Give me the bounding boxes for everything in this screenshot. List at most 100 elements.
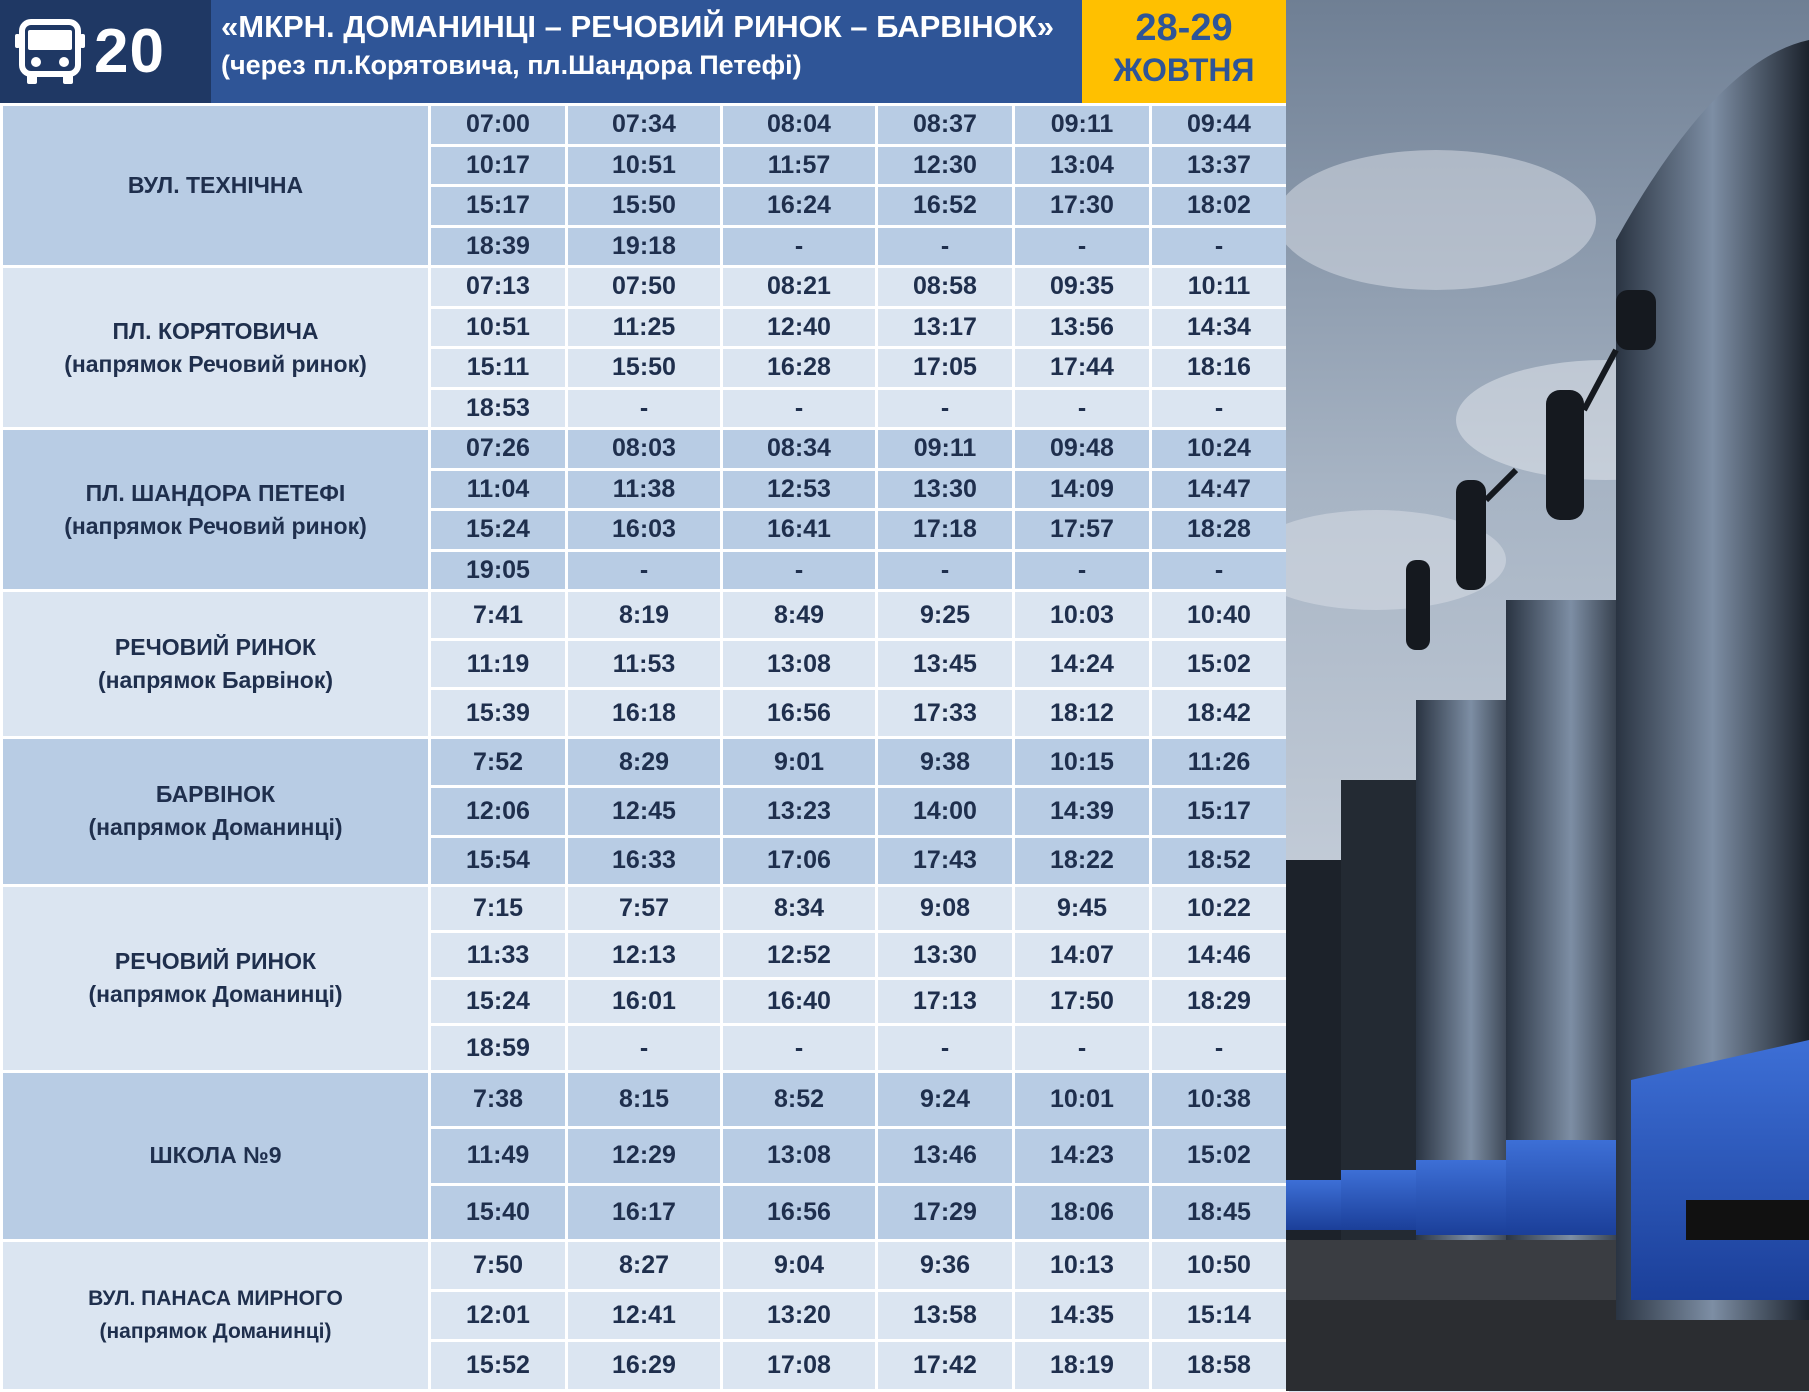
table-row: 19:05- - - - - (2, 548, 1289, 592)
departure-time: 18:22 (1012, 834, 1152, 887)
departure-time: - (1149, 386, 1289, 430)
departure-time: 18:59 (428, 1023, 568, 1073)
table-row: 11:19 11:53 13:08 13:45 14:24 15:02 (2, 638, 1289, 690)
departure-time: - (565, 386, 723, 430)
table-row: ПЛ. КОРЯТОВИЧА (напрямок Речовий ринок) 07… (0, 265, 1289, 430)
departure-time: 15:54 (428, 834, 568, 887)
table-row: РЕЧОВИЙ РИНОК (напрямок Доманинці) 7:15 7:5… (0, 883, 1289, 1073)
departure-time: 9:36 (875, 1238, 1015, 1292)
departure-time: - (720, 224, 878, 268)
departure-time: 09:35 (1012, 265, 1152, 309)
departure-time: 17:05 (875, 346, 1015, 390)
departure-time: 15:02 (1149, 638, 1289, 690)
departure-time: 16:41 (720, 508, 878, 552)
departure-time: 08:34 (720, 427, 878, 471)
departure-time: 10:22 (1149, 884, 1289, 934)
departure-time: 16:18 (565, 687, 723, 739)
table-row: 15:52 16:29 17:08 17:42 18:19 18:58 (2, 1338, 1289, 1392)
departure-time: 7:52 (428, 735, 568, 789)
departure-time: 11:26 (1149, 735, 1289, 789)
departure-time: 16:03 (565, 508, 723, 552)
departure-time: 18:52 (1149, 834, 1289, 887)
departure-time: 15:11 (428, 346, 568, 390)
stop-direction: (напрямок Доманинці) (99, 1320, 332, 1344)
departure-time: 14:34 (1149, 305, 1289, 349)
departure-time: 14:39 (1012, 785, 1152, 838)
departure-time: 14:24 (1012, 638, 1152, 690)
departure-time: 9:38 (875, 735, 1015, 789)
table-row: 18:53- - - - - (2, 386, 1289, 430)
departure-time: 7:50 (428, 1238, 568, 1292)
departure-time: 08:37 (875, 103, 1015, 147)
departure-time: 18:45 (1149, 1182, 1289, 1242)
departure-time: 18:19 (1012, 1338, 1152, 1392)
stop-direction: (напрямок Доманинці) (88, 814, 343, 841)
departure-time: 9:01 (720, 735, 878, 789)
stop-name: ШКОЛА №9 (149, 1142, 282, 1169)
departure-time: - (1149, 548, 1289, 592)
departure-time: 15:39 (428, 687, 568, 739)
departure-time: - (875, 224, 1015, 268)
departure-time: 10:15 (1012, 735, 1152, 789)
table-row: 11:33 12:13 12:52 13:30 14:07 14:46 (2, 930, 1289, 980)
departure-time: 12:40 (720, 305, 878, 349)
departure-time: - (1149, 224, 1289, 268)
departure-time: 19:18 (565, 224, 723, 268)
departure-time: 10:51 (565, 143, 723, 187)
departure-time: 18:16 (1149, 346, 1289, 390)
stop-name: РЕЧОВИЙ РИНОК (114, 634, 317, 660)
table-row: ВУЛ. ТЕХНІЧНА 07:00 07:34 08:04 08:37 09:11 09… (0, 103, 1289, 268)
table-row: 10:17 10:51 11:57 12:30 13:04 13:37 (2, 143, 1289, 187)
departure-time: 12:52 (720, 930, 878, 980)
stop-name: ПЛ. ШАНДОРА ПЕТЕФІ (85, 479, 346, 506)
departure-time: 7:15 (428, 884, 568, 934)
departure-time: 15:52 (428, 1338, 568, 1392)
table-row: 18:59- - - - - (2, 1023, 1289, 1073)
departure-time: - (1012, 1023, 1152, 1073)
departure-time: 13:08 (720, 1126, 878, 1186)
departure-time: 12:13 (565, 930, 723, 980)
bus-icon (15, 18, 85, 84)
departure-time: 14:46 (1149, 930, 1289, 980)
route-number: 20 (94, 17, 165, 86)
departure-time: 18:42 (1149, 687, 1289, 739)
stop-name-cell: РЕЧОВИЙ РИНОК (напрямок Барвінок) (0, 589, 431, 739)
departure-time: 18:53 (428, 386, 568, 430)
departure-time: 15:17 (428, 184, 568, 228)
departure-time: 11:49 (428, 1126, 568, 1186)
departure-time: 8:19 (565, 589, 723, 641)
departure-time: 16:33 (565, 834, 723, 887)
departure-time: - (720, 386, 878, 430)
departure-time: 18:28 (1149, 508, 1289, 552)
departure-time: 10:11 (1149, 265, 1289, 309)
departure-time: 14:09 (1012, 467, 1152, 511)
departure-time: 17:43 (875, 834, 1015, 887)
departure-time: 7:57 (565, 884, 723, 934)
departure-time: 13:23 (720, 785, 878, 838)
departure-time: 11:38 (565, 467, 723, 511)
departure-time: 14:23 (1012, 1126, 1152, 1186)
departure-time: 08:04 (720, 103, 878, 147)
departure-time: 15:50 (565, 346, 723, 390)
departure-time: 10:40 (1149, 589, 1289, 641)
departure-time: 09:11 (875, 427, 1015, 471)
departure-time: 11:57 (720, 143, 878, 187)
table-row: 18:39 19:18- - - - (2, 224, 1289, 268)
buses-photo-image (1286, 0, 1809, 1391)
departure-time: 16:56 (720, 687, 878, 739)
table-row: ШКОЛА №9 7:38 8:15 8:52 9:24 10:01 10:38 (0, 1069, 1289, 1242)
table-row: 15:54 16:33 17:06 17:43 18:22 18:52 (2, 834, 1289, 887)
departure-time: 11:19 (428, 638, 568, 690)
departure-time: 17:06 (720, 834, 878, 887)
departure-time: 10:24 (1149, 427, 1289, 471)
departure-time: 11:53 (565, 638, 723, 690)
stop-direction: (напрямок Речовий ринок) (64, 512, 367, 539)
departure-time: 17:18 (875, 508, 1015, 552)
date-badge: 28-29 ЖОВТНЯ (1082, 0, 1286, 103)
table-row: 11:04 11:38 12:53 13:30 14:09 14:47 (2, 467, 1289, 511)
departure-time: 08:21 (720, 265, 878, 309)
departure-time: 12:06 (428, 785, 568, 838)
departure-time: 18:12 (1012, 687, 1152, 739)
departure-time: 10:38 (1149, 1069, 1289, 1130)
departure-time: 12:53 (720, 467, 878, 511)
